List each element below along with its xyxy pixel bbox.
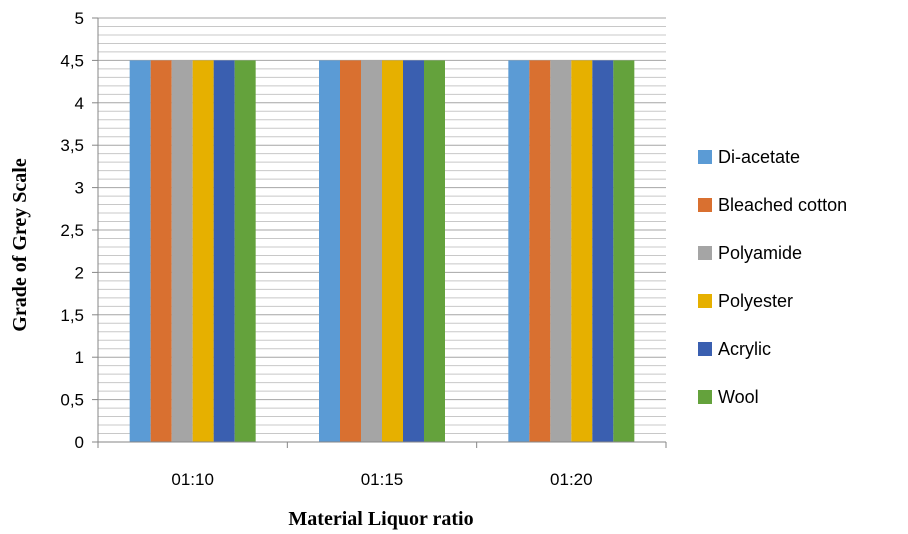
bar-polyester: [571, 60, 593, 443]
x-tick-label: 01:15: [361, 470, 404, 489]
legend-swatch: [698, 294, 712, 308]
x-axis-title: Material Liquor ratio: [288, 508, 473, 530]
y-tick-label: 3,5: [60, 136, 84, 155]
y-tick-label: 3: [75, 179, 84, 198]
legend-label: Di-acetate: [718, 147, 800, 167]
bar-wool: [613, 60, 635, 443]
legend: Di-acetate Bleached cotton Polyamide Polyes…: [698, 147, 847, 407]
legend-swatch: [698, 150, 712, 164]
legend-swatch: [698, 390, 712, 404]
legend-label: Polyester: [718, 291, 793, 311]
x-tick-label: 01:20: [550, 470, 593, 489]
bar-di-acetate: [319, 60, 340, 443]
bar-wool: [234, 60, 256, 443]
bar-bleached-cotton: [340, 60, 361, 443]
legend-label: Polyamide: [718, 243, 802, 263]
bar-wool: [424, 60, 445, 443]
bar-polyamide: [171, 60, 193, 443]
y-axis-title: Grade of Grey Scale: [9, 158, 31, 332]
bar-polyamide: [550, 60, 572, 443]
axes: [92, 17, 667, 448]
legend-label: Acrylic: [718, 339, 771, 359]
x-tick-labels: 01:10 01:15 01:20: [171, 470, 592, 489]
bar-polyester: [382, 60, 403, 443]
legend-label: Bleached cotton: [718, 195, 847, 215]
legend-swatch: [698, 198, 712, 212]
y-tick-label: 0,5: [60, 391, 84, 410]
y-tick-label: 4: [75, 94, 84, 113]
y-tick-label: 1: [75, 348, 84, 367]
bar-bleached-cotton: [150, 60, 172, 443]
bar-di-acetate: [129, 60, 151, 443]
y-tick-labels: 0 0,5 1 1,5 2 2,5 3 3,5 4 4,5 5: [60, 9, 84, 452]
bar-acrylic: [213, 60, 235, 443]
legend-swatch: [698, 246, 712, 260]
y-tick-label: 2: [75, 263, 84, 282]
y-tick-label: 1,5: [60, 306, 84, 325]
x-tick-label: 01:10: [171, 470, 214, 489]
bar-bleached-cotton: [529, 60, 551, 443]
bar-di-acetate: [508, 60, 530, 443]
bar-polyamide: [361, 60, 382, 443]
y-tick-label: 2,5: [60, 221, 84, 240]
bar-acrylic: [592, 60, 614, 443]
bars: [129, 60, 635, 443]
legend-swatch: [698, 342, 712, 356]
y-tick-label: 5: [75, 9, 84, 28]
y-tick-label: 4,5: [60, 51, 84, 70]
bar-acrylic: [403, 60, 424, 443]
bar-polyester: [192, 60, 214, 443]
legend-label: Wool: [718, 387, 759, 407]
y-tick-label: 0: [75, 433, 84, 452]
